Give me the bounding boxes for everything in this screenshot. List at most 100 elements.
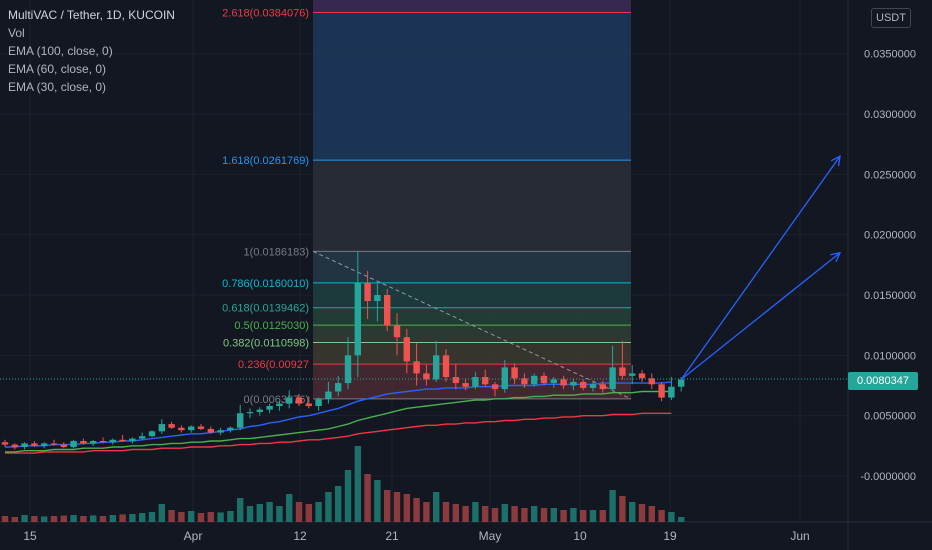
legend-ema30[interactable]: EMA (30, close, 0) (8, 80, 107, 94)
current-price-label: 0.0080347 (848, 372, 918, 390)
volume-bar (403, 494, 410, 522)
volume-bar (482, 506, 489, 522)
volume-bar (540, 508, 548, 522)
volume-bar (295, 502, 303, 522)
chart-legend: MultiVAC / Tether, 1D, KUCOIN Vol EMA (1… (8, 6, 175, 96)
volume-bar (50, 516, 58, 522)
volume-bar (501, 504, 508, 522)
volume-bar (148, 512, 156, 522)
volume-bar (560, 510, 567, 522)
y-tick-label: 0.0100000 (864, 350, 916, 362)
volume-bar (658, 510, 665, 522)
candle-body (129, 438, 136, 442)
candle-body (178, 427, 185, 431)
candle-body (276, 403, 283, 407)
volume-bar (384, 490, 391, 522)
y-tick-label: 0.0300000 (864, 109, 916, 121)
candle-body (80, 441, 87, 444)
volume-bar (550, 508, 557, 522)
volume-bar (452, 504, 459, 522)
candle-body (109, 439, 116, 443)
symbol-title[interactable]: MultiVAC / Tether, 1D, KUCOIN (8, 8, 175, 22)
candle-body (393, 325, 401, 338)
y-tick-label: 0.0050000 (864, 411, 916, 423)
y-tick-label: 0.0150000 (864, 290, 916, 302)
volume-bar (580, 510, 587, 522)
candle-body (31, 443, 38, 446)
candle-body (384, 294, 391, 326)
legend-vol[interactable]: Vol (8, 26, 25, 40)
x-tick-label: Jun (790, 529, 809, 543)
volume-bar (188, 511, 195, 522)
x-tick-label: 10 (573, 529, 587, 543)
volume-bar (99, 516, 107, 522)
candle-body (50, 443, 58, 445)
candle-body (217, 430, 224, 433)
fib-level-label: 0(0.0063876) (244, 394, 309, 406)
candle-body (609, 367, 616, 390)
candle-body (638, 373, 646, 379)
volume-bar (638, 504, 646, 522)
candle-body (99, 441, 107, 443)
fib-level-label: 1(0.0186183) (244, 246, 309, 258)
legend-ema100[interactable]: EMA (100, close, 0) (8, 44, 113, 58)
candle-body (668, 386, 675, 398)
candle-body (658, 384, 665, 398)
volume-bar (266, 502, 273, 522)
candle-body (423, 373, 430, 380)
candle-body (295, 397, 303, 404)
x-tick-label: Apr (184, 529, 203, 543)
candle-body (1, 442, 9, 445)
volume-bar (344, 470, 352, 522)
volume-bar (178, 512, 185, 522)
volume-bar (511, 506, 518, 522)
legend-ema60[interactable]: EMA (60, close, 0) (8, 62, 107, 76)
candle-body (21, 443, 28, 448)
candle-body (119, 439, 126, 442)
ema60-line (5, 390, 672, 453)
candle-body (619, 367, 626, 376)
volume-bar (276, 506, 283, 522)
candle-body (629, 373, 636, 376)
volume-bar (256, 504, 263, 522)
candle-body (335, 383, 342, 392)
candle-body (158, 424, 165, 432)
candle-body (364, 282, 371, 302)
volume-bar (521, 508, 528, 522)
candle-body (452, 377, 459, 384)
candle-body (442, 355, 450, 378)
candle-body (599, 384, 606, 390)
volume-bar (609, 490, 616, 522)
volume-bar (41, 516, 48, 522)
candle-body (531, 375, 538, 385)
candle-body (580, 381, 587, 388)
candle-body (570, 381, 577, 386)
candle-body (266, 406, 273, 410)
fib-trend-line (312, 250, 632, 400)
candle-body (403, 337, 410, 362)
volume-bar (11, 517, 18, 522)
x-tick-label: 19 (663, 529, 677, 543)
fib-level-label: 0.5(0.0125030) (234, 320, 309, 332)
candle-body (521, 378, 528, 385)
volume-bar (227, 511, 234, 522)
currency-unit-button[interactable]: USDT (871, 8, 911, 28)
volume-bar (413, 498, 420, 522)
volume-bar (433, 492, 440, 522)
candle-body (70, 441, 77, 448)
candle-body (237, 413, 244, 428)
volume-bar (158, 504, 165, 522)
volume-bar (354, 446, 361, 522)
volume-bar (70, 515, 77, 522)
volume-bar (217, 512, 224, 522)
ema30-line (5, 381, 672, 448)
y-tick-label: 0.0200000 (864, 230, 916, 242)
volume-bar (364, 474, 371, 522)
fib-level-label: 0.382(0.0110598) (223, 338, 309, 350)
fib-level-label: 0.236(0.00927 (238, 359, 309, 371)
volume-bar (491, 508, 499, 522)
candle-body (462, 383, 469, 387)
volume-bar (286, 494, 293, 522)
volume-bar (629, 502, 636, 522)
